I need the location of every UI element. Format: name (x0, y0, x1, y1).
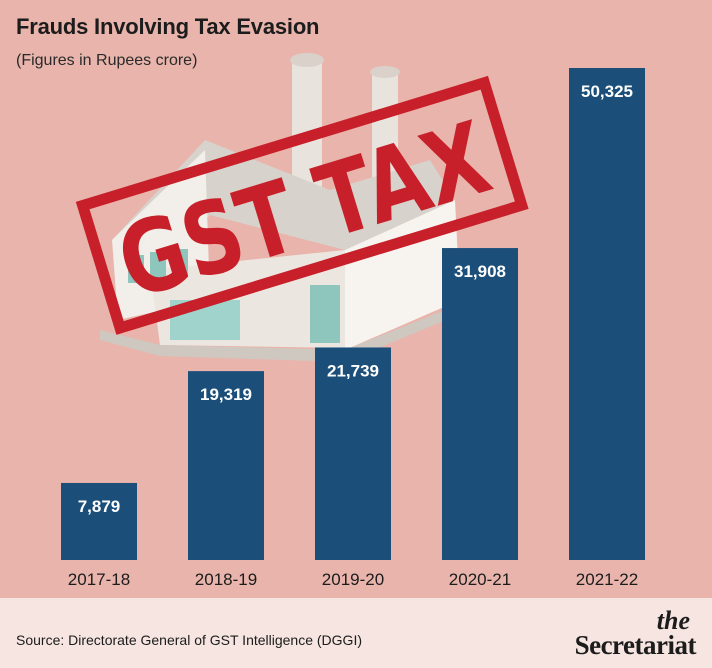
source-note: Source: Directorate General of GST Intel… (16, 632, 362, 648)
x-tick-label: 2017-18 (68, 570, 130, 589)
value-label: 31,908 (454, 262, 506, 281)
chimney-left (292, 60, 322, 190)
bar-chart: 7,879 2017-18 19,319 2018-19 21,739 2019-20 31… (61, 53, 645, 589)
factory-window (128, 255, 144, 283)
chart-subtitle: (Figures in Rupees crore) (16, 52, 198, 69)
value-label: 7,879 (78, 497, 121, 516)
chimney-right-top (370, 66, 400, 78)
bar-2021-22 (569, 68, 645, 560)
factory-side-door (310, 285, 340, 343)
footer: Source: Directorate General of GST Intel… (0, 598, 712, 668)
factory-window (150, 252, 166, 280)
brand-the: the (656, 606, 690, 635)
bar-2019-20 (315, 347, 391, 560)
value-label: 21,739 (327, 361, 379, 380)
x-tick-label: 2021-22 (576, 570, 638, 589)
chimney-left-top (290, 53, 324, 67)
bars-layer: 7,879 2017-18 19,319 2018-19 21,739 2019-20 31… (61, 68, 645, 589)
chart-title: Frauds Involving Tax Evasion (16, 14, 320, 39)
stamp-border (75, 75, 529, 335)
value-label: 19,319 (200, 385, 252, 404)
value-label: 50,325 (581, 82, 633, 101)
brand-logo: Secretariat (574, 630, 697, 660)
bar-2018-19 (188, 371, 264, 560)
x-tick-label: 2020-21 (449, 570, 511, 589)
chart-area: Frauds Involving Tax Evasion (Figures in… (0, 0, 712, 598)
bar-2017-18 (61, 482, 137, 560)
factory-base (100, 300, 470, 362)
factory-window (172, 249, 188, 277)
x-tick-label: 2019-20 (322, 570, 384, 589)
x-tick-label: 2018-19 (195, 570, 257, 589)
bar-2020-21 (442, 248, 518, 561)
